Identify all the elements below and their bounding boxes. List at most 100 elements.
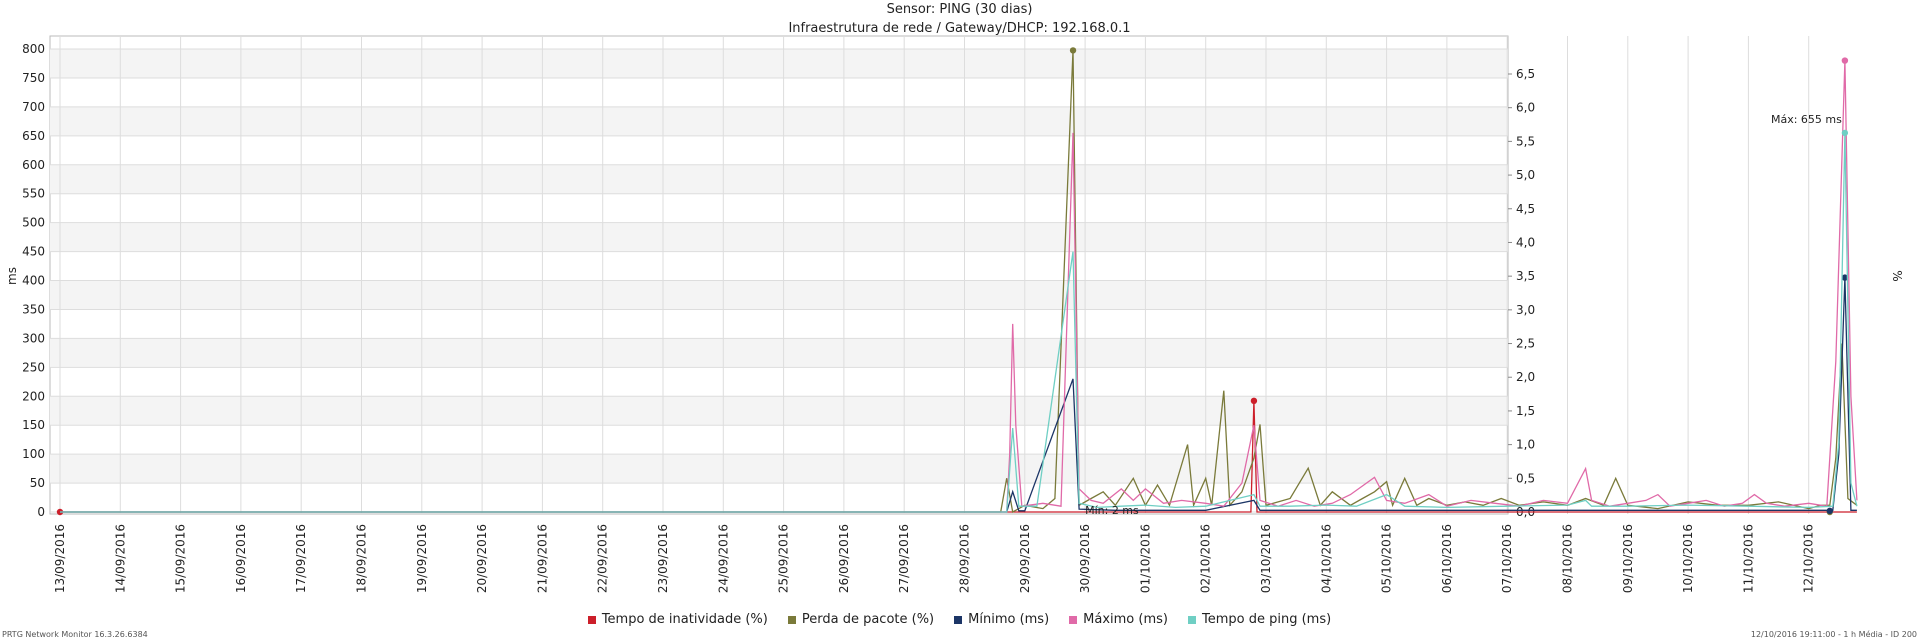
series-marker-2: [1841, 274, 1849, 281]
series-marker-0: [1250, 397, 1258, 405]
x-tick-label: 19/09/2016: [415, 524, 429, 593]
y-tick-right: 1,5: [1516, 404, 1535, 418]
y-tick-left: 500: [22, 216, 45, 230]
grid-band: [50, 164, 1508, 194]
x-tick-label: 05/10/2016: [1380, 524, 1394, 593]
y-tick-left: 350: [22, 302, 45, 316]
y-tick-left: 450: [22, 245, 45, 259]
y-tick-left: 300: [22, 331, 45, 345]
y-tick-left: 800: [22, 42, 45, 56]
annotation-label: Mín: 2 ms: [1085, 504, 1139, 517]
y-tick-right: 4,5: [1516, 202, 1535, 216]
x-tick-label: 10/10/2016: [1681, 524, 1695, 593]
y-tick-right: 6,5: [1516, 67, 1535, 81]
y-tick-left: 750: [22, 71, 45, 85]
y-tick-left: 600: [22, 158, 45, 172]
y-tick-left: 200: [22, 389, 45, 403]
legend-label: Mínimo (ms): [968, 612, 1050, 627]
x-tick-label: 28/09/2016: [958, 524, 972, 593]
y-tick-right: 4,0: [1516, 235, 1535, 249]
grid-band: [50, 106, 1508, 136]
x-tick-label: 07/10/2016: [1500, 524, 1514, 593]
series-marker-1: [1069, 47, 1077, 54]
y-axis-label-right: %: [1890, 270, 1904, 281]
x-tick-label: 30/09/2016: [1078, 524, 1092, 593]
x-tick-label: 20/09/2016: [475, 524, 489, 593]
y-tick-right: 5,5: [1516, 134, 1535, 148]
x-tick-label: 21/09/2016: [535, 524, 549, 593]
legend-item: Perda de pacote (%): [787, 612, 935, 627]
legend-label: Tempo de ping (ms): [1201, 612, 1332, 627]
legend-item: Tempo de ping (ms): [1187, 612, 1332, 627]
y-tick-left: 250: [22, 360, 45, 374]
chart-title: Sensor: PING (30 dias): [886, 2, 1033, 17]
x-tick-label: 14/09/2016: [113, 524, 127, 593]
y-tick-left: 50: [30, 476, 45, 490]
x-tick-label: 03/10/2016: [1259, 524, 1273, 593]
series-marker-2: [1826, 507, 1834, 515]
grid-band: [50, 222, 1508, 252]
y-tick-right: 2,0: [1516, 370, 1535, 384]
x-tick-label: 09/10/2016: [1621, 524, 1635, 593]
y-tick-left: 100: [22, 447, 45, 461]
footer-version: PRTG Network Monitor 16.3.26.6384: [2, 630, 148, 639]
legend-item: Máximo (ms): [1069, 612, 1168, 627]
x-tick-label: 23/09/2016: [656, 524, 670, 593]
series-line-3: [60, 60, 1858, 513]
x-tick-label: 17/09/2016: [294, 524, 308, 593]
y-tick-right: 0,5: [1516, 471, 1535, 485]
chart-subtitle: Infraestrutura de rede / Gateway/DHCP: 1…: [788, 21, 1131, 36]
x-tick-label: 22/09/2016: [596, 524, 610, 593]
legend-swatch: [787, 615, 796, 624]
y-tick-left: 0: [37, 505, 45, 519]
grid-band: [50, 49, 1508, 78]
x-tick-label: 24/09/2016: [716, 524, 730, 593]
x-tick-label: 26/09/2016: [837, 524, 851, 593]
y-tick-right: 2,5: [1516, 337, 1535, 351]
y-tick-right: 6,0: [1516, 101, 1535, 115]
legend-swatch: [1187, 615, 1196, 624]
footer-timestamp: 12/10/2016 19:11:00 - 1 h Média - ID 200: [1750, 630, 1917, 639]
grid-band: [50, 396, 1508, 426]
grid-band: [50, 280, 1508, 310]
series-marker-3: [1841, 57, 1849, 64]
y-tick-right: 3,0: [1516, 303, 1535, 317]
x-tick-label: 29/09/2016: [1018, 524, 1032, 593]
x-tick-label: 25/09/2016: [777, 524, 791, 593]
annotation-label: Máx: 655 ms: [1771, 113, 1842, 126]
series-marker-4: [1841, 129, 1849, 137]
series-line-4: [60, 132, 1858, 513]
legend: Tempo de inatividade (%) Perda de pacote …: [0, 612, 1919, 627]
legend-item: Tempo de inatividade (%): [587, 612, 768, 627]
series-line-1: [60, 50, 1858, 514]
x-tick-label: 12/10/2016: [1802, 524, 1816, 593]
legend-swatch: [954, 615, 963, 624]
y-tick-left: 400: [22, 274, 45, 288]
x-tick-label: 16/09/2016: [234, 524, 248, 593]
y-axis-label-left: ms: [5, 267, 19, 285]
legend-label: Máximo (ms): [1083, 612, 1168, 627]
grid-band: [50, 338, 1508, 368]
x-tick-label: 02/10/2016: [1199, 524, 1213, 593]
x-tick-label: 27/09/2016: [897, 524, 911, 593]
x-tick-label: 18/09/2016: [355, 524, 369, 593]
grid-band: [50, 454, 1508, 484]
legend-swatch: [1069, 615, 1078, 624]
y-tick-left: 700: [22, 100, 45, 114]
y-tick-right: 1,0: [1516, 438, 1535, 452]
x-tick-label: 06/10/2016: [1440, 524, 1454, 593]
legend-swatch: [587, 615, 596, 624]
x-tick-label: 01/10/2016: [1138, 524, 1152, 593]
legend-item: Mínimo (ms): [954, 612, 1049, 627]
y-tick-left: 150: [22, 418, 45, 432]
x-tick-label: 08/10/2016: [1561, 524, 1575, 593]
x-tick-label: 11/10/2016: [1741, 524, 1755, 593]
x-tick-label: 13/09/2016: [53, 524, 67, 593]
legend-label: Perda de pacote (%): [801, 612, 935, 627]
y-tick-right: 5,0: [1516, 168, 1535, 182]
legend-label: Tempo de inatividade (%): [601, 612, 768, 627]
y-tick-right: 3,5: [1516, 269, 1535, 283]
x-tick-label: 15/09/2016: [174, 524, 188, 593]
y-tick-left: 650: [22, 129, 45, 143]
